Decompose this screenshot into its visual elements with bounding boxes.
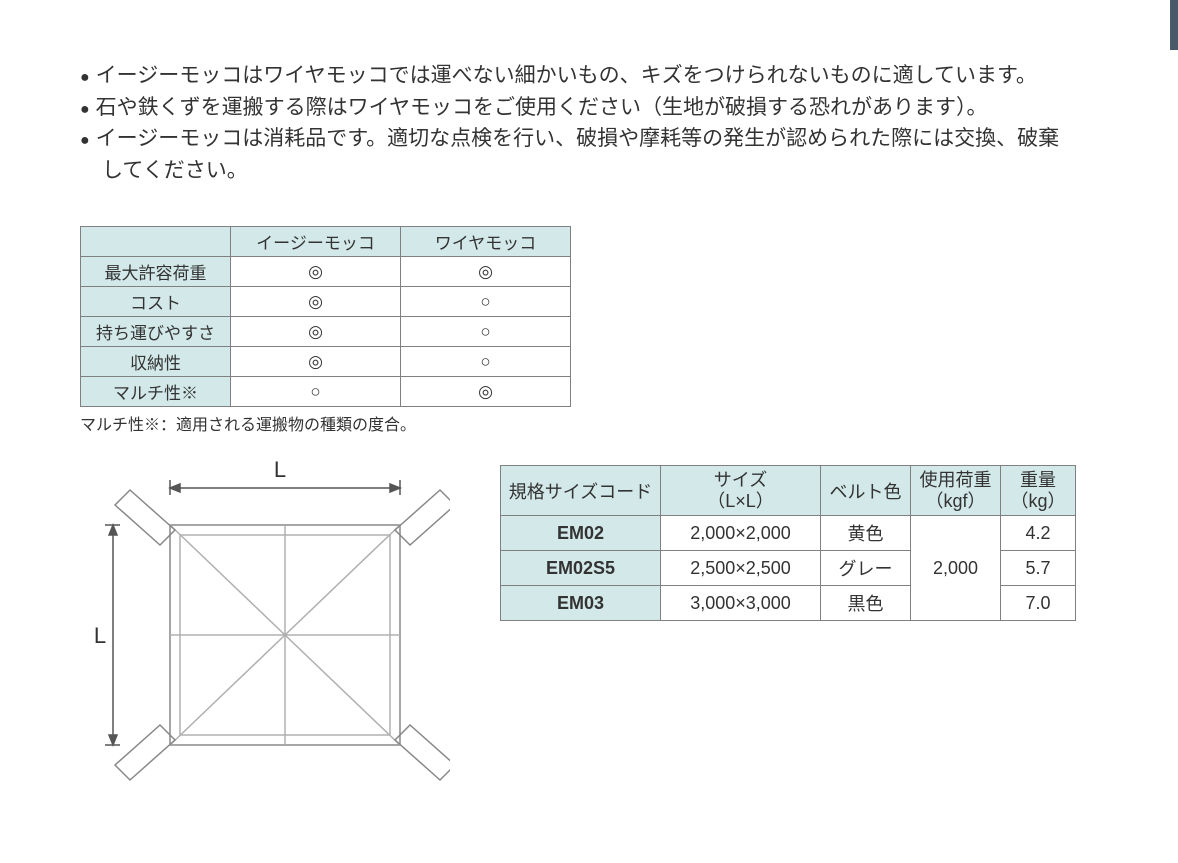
comparison-table: イージーモッコ ワイヤモッコ 最大許容荷重 ◎ ◎ コスト ◎ ○ 持ち運びやす… xyxy=(80,226,571,407)
table-header: イージーモッコ xyxy=(231,227,401,257)
table-footnote: マルチ性※：適用される運搬物の種類の度合。 xyxy=(80,411,1098,435)
spec-header-size: サイズ （L×L） xyxy=(661,466,821,516)
bullet-text: してください。 xyxy=(102,155,1098,187)
cell-value: ◎ xyxy=(231,257,401,287)
row-label: コスト xyxy=(81,287,231,317)
bullet-item: ● イージーモッコは消耗品です。適切な点検を行い、破損や摩耗等の発生が認められた… xyxy=(80,123,1098,155)
page-tab-marker xyxy=(1170,0,1178,50)
header-line2: （L×L） xyxy=(707,491,774,511)
spec-code: EM02S5 xyxy=(501,551,661,586)
table-row: マルチ性※ ○ ◎ xyxy=(81,377,571,407)
spec-header-code: 規格サイズコード xyxy=(501,466,661,516)
product-diagram: L L xyxy=(80,455,450,800)
header-line1: 使用荷重 xyxy=(920,470,992,490)
spec-header-weight: 重量 （kg） xyxy=(1001,466,1076,516)
cell-value: ◎ xyxy=(231,347,401,377)
spec-load-merged: 2,000 xyxy=(911,516,1001,621)
table-row: EM02 2,000×2,000 黄色 2,000 4.2 xyxy=(501,516,1076,551)
row-label: マルチ性※ xyxy=(81,377,231,407)
cell-value: ◎ xyxy=(231,317,401,347)
table-header-blank xyxy=(81,227,231,257)
spec-code: EM02 xyxy=(501,516,661,551)
spec-belt: 黒色 xyxy=(821,586,911,621)
bullet-list: ● イージーモッコはワイヤモッコでは運べない細かいもの、キズをつけられないものに… xyxy=(80,60,1098,186)
cell-value: ◎ xyxy=(401,377,571,407)
table-row: 持ち運びやすさ ◎ ○ xyxy=(81,317,571,347)
header-line1: 重量 xyxy=(1020,470,1056,490)
diagram-label-left: L xyxy=(94,623,106,648)
cell-value: ◎ xyxy=(401,257,571,287)
header-line1: サイズ xyxy=(714,470,767,490)
spec-weight: 7.0 xyxy=(1001,586,1076,621)
diagram-label-top: L xyxy=(274,457,286,482)
lower-section: L L 規格サイズコード サイズ （L×L） ベルト色 使用荷重 （kgf） 重… xyxy=(80,455,1098,800)
cell-value: ○ xyxy=(401,287,571,317)
cell-value: ○ xyxy=(401,347,571,377)
table-header: ワイヤモッコ xyxy=(401,227,571,257)
header-line2: （kgf） xyxy=(925,491,985,511)
row-label: 収納性 xyxy=(81,347,231,377)
header-line2: （kg） xyxy=(1010,491,1065,511)
bullet-text: イージーモッコはワイヤモッコでは運べない細かいもの、キズをつけられないものに適し… xyxy=(96,60,1098,92)
bullet-text: 石や鉄くずを運搬する際はワイヤモッコをご使用ください（生地が破損する恐れがありま… xyxy=(96,92,1098,124)
table-header-row: 規格サイズコード サイズ （L×L） ベルト色 使用荷重 （kgf） 重量 （k… xyxy=(501,466,1076,516)
table-row: 最大許容荷重 ◎ ◎ xyxy=(81,257,571,287)
spec-belt: 黄色 xyxy=(821,516,911,551)
bullet-item: ● 石や鉄くずを運搬する際はワイヤモッコをご使用ください（生地が破損する恐れがあ… xyxy=(80,92,1098,124)
spec-header-belt: ベルト色 xyxy=(821,466,911,516)
spec-code: EM03 xyxy=(501,586,661,621)
spec-weight: 4.2 xyxy=(1001,516,1076,551)
page-content: ● イージーモッコはワイヤモッコでは運べない細かいもの、キズをつけられないものに… xyxy=(0,0,1178,840)
bullet-item-continuation: してください。 xyxy=(80,155,1098,187)
spec-belt: グレー xyxy=(821,551,911,586)
bullet-item: ● イージーモッコはワイヤモッコでは運べない細かいもの、キズをつけられないものに… xyxy=(80,60,1098,92)
cell-value: ◎ xyxy=(231,287,401,317)
spec-size: 3,000×3,000 xyxy=(661,586,821,621)
table-row: 収納性 ◎ ○ xyxy=(81,347,571,377)
bullet-icon: ● xyxy=(80,60,96,90)
spec-size: 2,000×2,000 xyxy=(661,516,821,551)
cell-value: ○ xyxy=(401,317,571,347)
cell-value: ○ xyxy=(231,377,401,407)
spec-table: 規格サイズコード サイズ （L×L） ベルト色 使用荷重 （kgf） 重量 （k… xyxy=(500,465,1076,621)
table-row: コスト ◎ ○ xyxy=(81,287,571,317)
spec-weight: 5.7 xyxy=(1001,551,1076,586)
table-header-row: イージーモッコ ワイヤモッコ xyxy=(81,227,571,257)
row-label: 最大許容荷重 xyxy=(81,257,231,287)
spec-header-load: 使用荷重 （kgf） xyxy=(911,466,1001,516)
spec-size: 2,500×2,500 xyxy=(661,551,821,586)
bullet-icon: ● xyxy=(80,92,96,122)
bullet-text: イージーモッコは消耗品です。適切な点検を行い、破損や摩耗等の発生が認められた際に… xyxy=(96,123,1098,155)
row-label: 持ち運びやすさ xyxy=(81,317,231,347)
bullet-icon: ● xyxy=(80,123,96,153)
diagram-svg: L L xyxy=(80,455,450,795)
